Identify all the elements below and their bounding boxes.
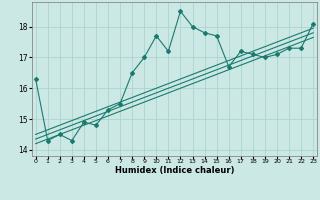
X-axis label: Humidex (Indice chaleur): Humidex (Indice chaleur)	[115, 166, 234, 175]
